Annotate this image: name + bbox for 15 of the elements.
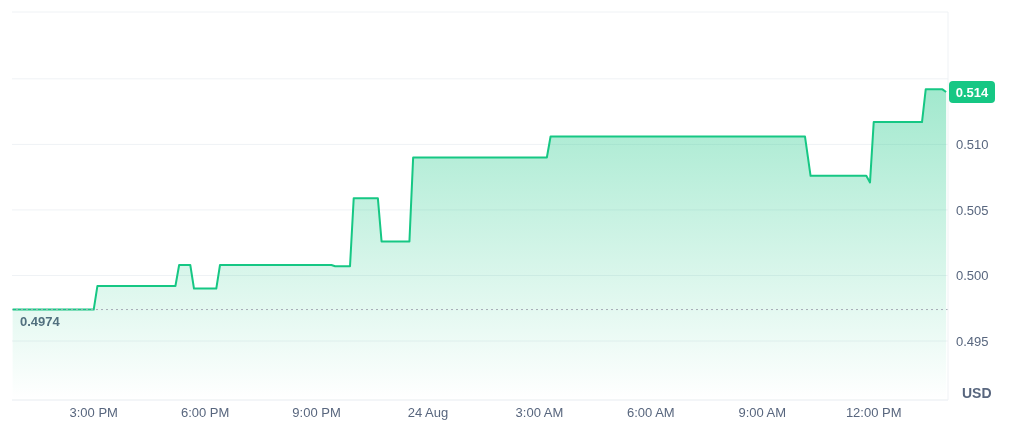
text: USD bbox=[962, 385, 992, 401]
y-tick-label: 0.495 bbox=[956, 333, 989, 349]
x-tick-label: 9:00 AM bbox=[738, 405, 787, 421]
x-tick-label: 6:00 AM bbox=[627, 405, 675, 421]
x-tick-label: 3:00 PM bbox=[69, 405, 118, 421]
x-tick-label: 3:00 AM bbox=[515, 405, 564, 421]
annotation: 0.514 bbox=[955, 84, 990, 100]
y-tick-label: 0.500 bbox=[956, 268, 989, 284]
x-tick-label: 6:00 PM bbox=[180, 405, 230, 421]
x-tick-label: 24 Aug bbox=[407, 405, 449, 421]
y-tick-label: 0.505 bbox=[956, 202, 989, 218]
x-tick-label: 12:00 PM bbox=[845, 405, 902, 421]
y-tick-label: 0.510 bbox=[956, 137, 989, 153]
x-tick-label: 9:00 PM bbox=[292, 405, 341, 421]
ref-line-label: 0.4974 bbox=[20, 313, 61, 329]
